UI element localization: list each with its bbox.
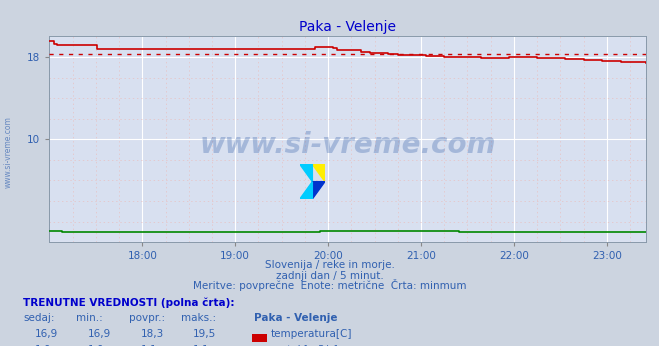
Text: 1,0: 1,0 <box>35 345 51 346</box>
Text: temperatura[C]: temperatura[C] <box>270 329 352 339</box>
Text: 1,0: 1,0 <box>88 345 104 346</box>
Text: 16,9: 16,9 <box>88 329 111 339</box>
Text: Meritve: povprečne  Enote: metrične  Črta: minmum: Meritve: povprečne Enote: metrične Črta:… <box>192 279 467 291</box>
Text: povpr.:: povpr.: <box>129 313 165 323</box>
Text: www.si-vreme.com: www.si-vreme.com <box>200 131 496 160</box>
Text: sedaj:: sedaj: <box>23 313 55 323</box>
Title: Paka - Velenje: Paka - Velenje <box>299 20 396 34</box>
Text: www.si-vreme.com: www.si-vreme.com <box>3 116 13 188</box>
Polygon shape <box>312 182 325 199</box>
Text: zadnji dan / 5 minut.: zadnji dan / 5 minut. <box>275 271 384 281</box>
Text: 16,9: 16,9 <box>35 329 58 339</box>
Text: 19,5: 19,5 <box>193 329 216 339</box>
Text: 1,1: 1,1 <box>193 345 210 346</box>
Text: 1,1: 1,1 <box>140 345 157 346</box>
Text: 18,3: 18,3 <box>140 329 163 339</box>
Polygon shape <box>312 164 325 182</box>
Text: Paka - Velenje: Paka - Velenje <box>254 313 337 323</box>
Text: min.:: min.: <box>76 313 103 323</box>
Text: Slovenija / reke in morje.: Slovenija / reke in morje. <box>264 260 395 270</box>
Polygon shape <box>300 182 312 199</box>
Text: maks.:: maks.: <box>181 313 216 323</box>
Polygon shape <box>300 164 312 182</box>
Text: pretok[m3/s]: pretok[m3/s] <box>270 345 338 346</box>
Text: TRENUTNE VREDNOSTI (polna črta):: TRENUTNE VREDNOSTI (polna črta): <box>23 298 235 308</box>
